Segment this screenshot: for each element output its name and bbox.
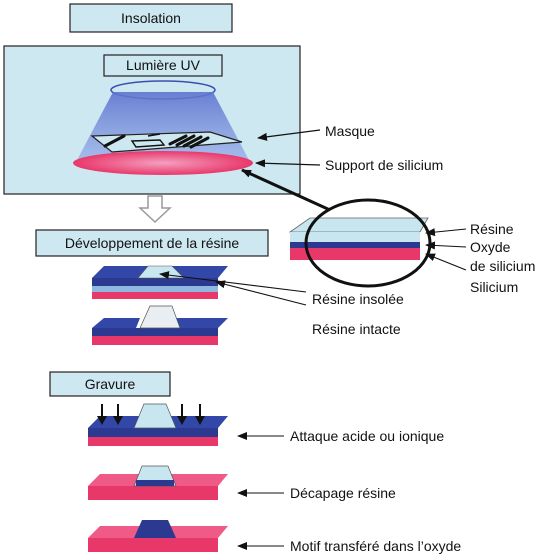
masque-arrow xyxy=(257,129,321,141)
waferC-silicon xyxy=(88,538,218,552)
step-developpement: Développement de la résine Résine insolé… xyxy=(35,229,404,345)
oxyde-label-2: de silicium xyxy=(470,258,535,274)
oxyde-arrow xyxy=(425,241,467,250)
masque-label: Masque xyxy=(325,123,375,139)
etch-arrows xyxy=(97,404,205,425)
waferA-silicon xyxy=(88,437,218,446)
developpement-title: Développement de la résine xyxy=(65,235,240,251)
developpement-header-box xyxy=(35,229,269,257)
waferA-oxide xyxy=(88,428,218,437)
resine-intacte-label: Résine intacte xyxy=(312,321,401,337)
wafer2-resist-right xyxy=(172,318,228,328)
stack-resist xyxy=(290,232,420,242)
silicon-wafer xyxy=(73,151,253,175)
mask-pattern-outline xyxy=(130,139,166,148)
waferC-oxide-pattern xyxy=(134,520,176,538)
resine-insolee-label: Résine insolée xyxy=(312,291,404,307)
attaque-label: Attaque acide ou ionique xyxy=(290,428,444,444)
zoom-arrow xyxy=(241,168,331,212)
wafer1-resist xyxy=(92,278,218,286)
support-label: Support de silicium xyxy=(325,157,443,173)
down-arrow xyxy=(138,195,172,224)
wafer2-resist-left xyxy=(92,318,140,328)
gravure-header-box xyxy=(49,371,171,397)
mask-pattern-line xyxy=(147,133,161,137)
waferA-resist xyxy=(133,403,177,429)
wafer1-oxide xyxy=(92,286,218,292)
motif-label: Motif transféré dans l’oxyde xyxy=(290,538,461,554)
resine-arrow xyxy=(425,228,467,237)
gravure-title: Gravure xyxy=(85,376,136,392)
insolation-title: Insolation xyxy=(121,10,181,26)
waferB-silicon xyxy=(88,486,218,500)
resine-intacte-arrow xyxy=(215,280,307,306)
uv-label-box xyxy=(103,54,223,77)
resine-label: Résine xyxy=(470,221,514,237)
silicium-label: Silicium xyxy=(470,279,518,295)
stack-oxide xyxy=(290,242,420,248)
waferB-oxide xyxy=(136,480,174,486)
stack-silicon xyxy=(290,248,420,260)
wafer2-intact-resist xyxy=(139,305,181,329)
layer-stack-detail: Résine Oxyde de silicium Silicium xyxy=(241,168,535,295)
wafer1-silicon xyxy=(92,292,218,299)
step-insolation: Insolation Lumière UV Masque Support de … xyxy=(3,3,443,195)
oxyde-label-1: Oxyde xyxy=(470,239,511,255)
silicium-arrow xyxy=(425,253,467,271)
insolation-header-box xyxy=(69,3,233,33)
mask-patterns xyxy=(103,134,210,149)
resine-insolee-arrow xyxy=(159,271,307,293)
wafer2-resist-base xyxy=(92,328,218,336)
uv-label: Lumière UV xyxy=(126,57,201,73)
wafer2-silicon xyxy=(92,336,218,345)
support-arrow xyxy=(255,159,321,168)
step-gravure: Gravure Attaque acide ou ionique Décapag… xyxy=(49,371,461,554)
decapage-label: Décapage résine xyxy=(290,485,396,501)
